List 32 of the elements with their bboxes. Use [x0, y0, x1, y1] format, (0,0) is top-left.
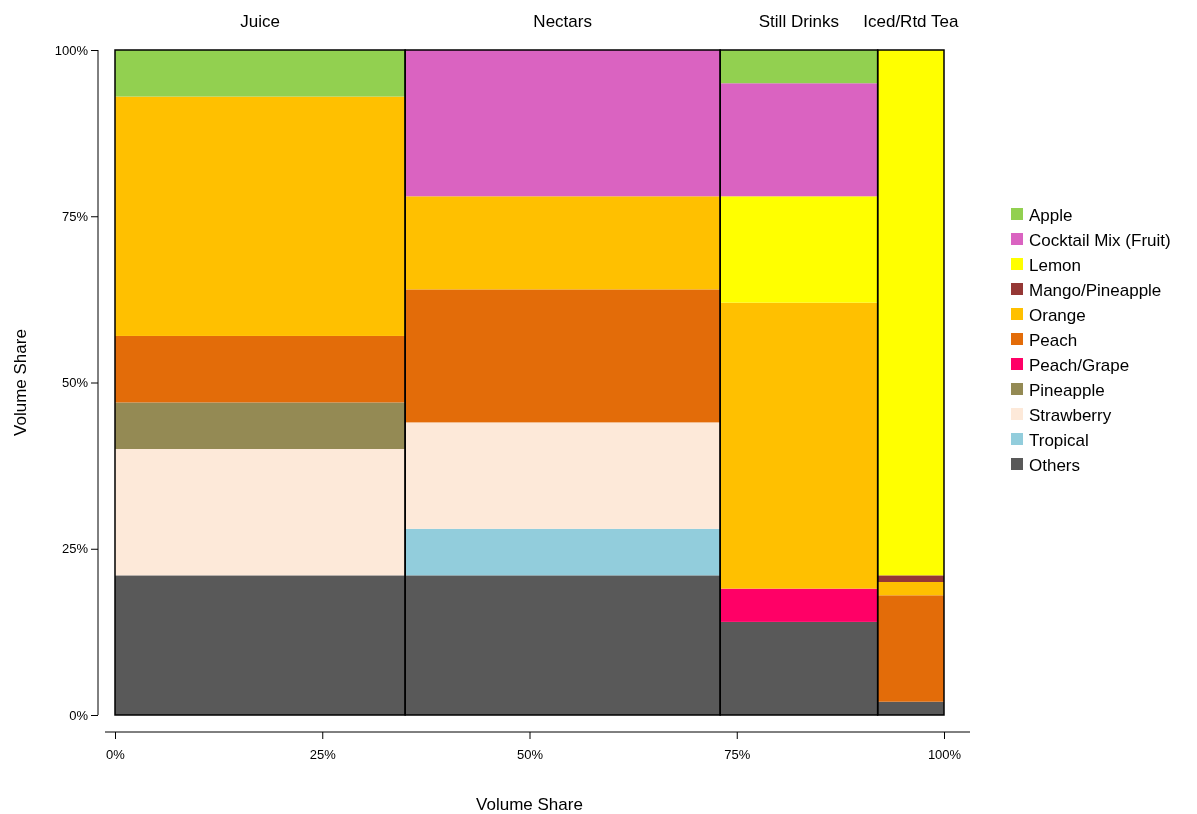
- bar: [877, 575, 944, 582]
- legend-label: Peach/Grape: [1029, 355, 1130, 375]
- legend-label: Lemon: [1029, 255, 1081, 275]
- y-tick-label: 50%: [61, 375, 89, 391]
- y-tick-label: 100%: [54, 42, 89, 58]
- annotation: Iced/Rtd Tea: [863, 12, 959, 31]
- x-tick-label: 75%: [724, 746, 751, 762]
- legend-label: Mango/Pineapple: [1029, 280, 1162, 300]
- y-tick-label: 75%: [61, 208, 89, 224]
- x-tick-label: 0%: [106, 746, 126, 762]
- x-axis-title: Volume Share: [476, 795, 583, 814]
- x-tick-label: 50%: [516, 746, 544, 762]
- x-tick-label: 100%: [927, 746, 962, 762]
- legend-label: Orange: [1029, 305, 1086, 325]
- legend-label: Strawberry: [1029, 405, 1112, 425]
- bar: [405, 528, 721, 576]
- bar: [115, 402, 406, 449]
- y-tick-label: 0%: [69, 707, 89, 723]
- legend-label: Apple: [1029, 205, 1073, 225]
- annotation: Juice: [240, 12, 280, 31]
- legend-label: Others: [1029, 455, 1081, 475]
- y-axis-title: Volume Share: [11, 329, 30, 436]
- legend-label: Tropical: [1029, 430, 1089, 450]
- legend-label: Pineapple: [1029, 380, 1105, 400]
- x-tick-label: 25%: [309, 746, 337, 762]
- bar: [115, 335, 406, 403]
- bar: [720, 588, 878, 622]
- annotation: Nectars: [533, 12, 592, 31]
- legend-label: Cocktail Mix (Fruit): [1029, 230, 1171, 250]
- annotation: Still Drinks: [758, 12, 840, 31]
- legend-label: Peach: [1029, 330, 1078, 350]
- y-tick-label: 25%: [61, 541, 89, 557]
